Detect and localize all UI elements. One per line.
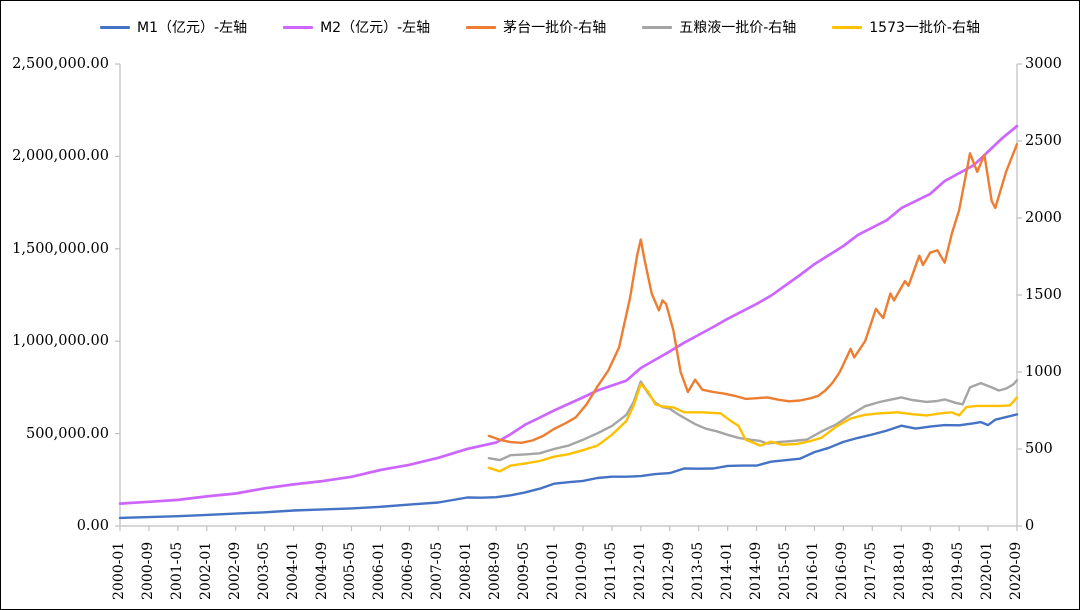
x-axis-tick-label: 2014-09 [747,541,764,600]
x-axis-tick-label: 2006-01 [371,541,388,600]
x-axis-tick-label: 2000-01 [111,541,127,600]
x-axis-tick-label: 2011-05 [602,541,619,600]
x-axis-tick-label: 2013-05 [689,541,706,600]
x-axis-tick-label: 2010-09 [573,541,590,600]
x-axis-tick-label: 2003-05 [255,541,272,600]
x-axis-tick-label: 2014-01 [718,541,735,600]
x-axis-tick-label: 2005-05 [342,541,359,600]
left-axis-tick-label: 1,500,000.00 [12,240,109,257]
series-line-maotai [487,142,1019,444]
legend-item-m2: M2（亿元）-左轴 [283,17,430,37]
x-axis-tick-label: 2010-01 [545,541,562,600]
right-axis-tick-label: 0 [1025,518,1035,534]
legend-label: 五粮液一批价-右轴 [679,20,797,36]
legend-item-wuliangye: 五粮液一批价-右轴 [642,17,796,37]
right-axis-tick-label: 1500 [1025,287,1062,303]
x-axis-tick-label: 2008-09 [487,541,504,600]
legend-label: 茅台一批价-右轴 [503,20,607,36]
legend-item-guojiao1573: 1573一批价-右轴 [832,17,980,37]
legend-item-maotai: 茅台一批价-右轴 [466,17,606,37]
chart-legend: M1（亿元）-左轴 M2（亿元）-左轴 茅台一批价-右轴 五粮液一批价-右轴 1573一… [1,17,1079,37]
x-axis-tick-label: 2007-05 [429,541,446,600]
x-axis-tick-label: 2017-05 [863,541,880,600]
legend-line-swatch [283,25,314,29]
right-axis-tick-label: 1000 [1025,364,1062,380]
series-line-m2 [118,124,1019,505]
left-axis-tick-label: 1,000,000.00 [12,333,109,350]
x-axis-tick-label: 2000-09 [139,541,156,600]
x-axis-tick-label: 2019-05 [950,541,967,600]
right-axis-tick-label: 2500 [1025,133,1062,149]
legend-line-swatch [642,25,673,29]
x-axis-tick-label: 2018-01 [892,541,909,600]
x-axis-tick-label: 2015-05 [776,541,793,600]
x-axis-tick-label: 2016-01 [805,541,822,600]
x-axis-tick-label: 2002-01 [197,541,214,600]
series-line-guojiao1573 [487,382,1019,473]
x-axis-tick-label: 2016-09 [834,541,851,600]
series-line-m1 [118,413,1019,520]
x-axis-tick-label: 2012-09 [660,541,677,600]
legend-line-swatch [466,25,497,29]
x-axis-tick-label: 2009-05 [516,541,533,600]
left-axis-tick-label: 0.00 [76,518,109,534]
legend-item-m1: M1（亿元）-左轴 [100,17,247,37]
right-axis-tick-label: 2000 [1025,210,1062,226]
x-axis-tick-label: 2020-01 [979,541,996,600]
right-axis-tick-label: 500 [1025,441,1053,457]
legend-line-swatch [100,25,131,29]
left-axis-tick-label: 2,000,000.00 [12,148,109,165]
legend-label: 1573一批价-右轴 [869,20,980,36]
x-axis-tick-label: 2020-09 [1008,541,1024,600]
x-axis-tick-label: 2004-01 [284,541,301,600]
x-axis-tick-label: 2002-09 [226,541,243,600]
series-line-wuliangye [487,379,1019,462]
x-axis-tick-label: 2008-01 [458,541,475,600]
x-axis-tick-label: 2006-09 [400,541,417,600]
x-axis-tick-label: 2004-09 [313,541,330,600]
right-axis-tick-label: 3000 [1025,56,1062,72]
legend-label: M2（亿元）-左轴 [320,20,431,36]
legend-label: M1（亿元）-左轴 [137,20,248,36]
x-axis-tick-label: 2018-09 [921,541,938,600]
left-axis-tick-label: 500,000.00 [25,425,109,442]
legend-line-swatch [832,25,863,29]
x-axis-tick-label: 2012-01 [631,541,648,600]
left-axis-tick-label: 2,500,000.00 [12,56,109,72]
x-axis-tick-label: 2001-05 [168,541,185,600]
